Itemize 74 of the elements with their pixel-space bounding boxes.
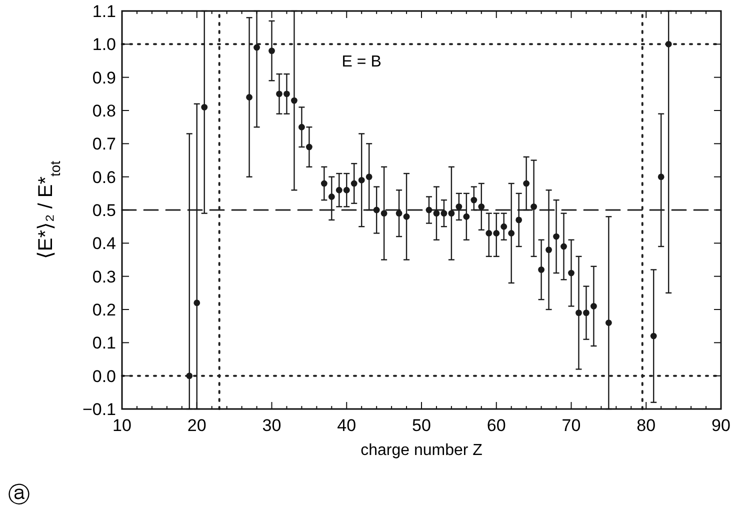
y-tick-label: 0.4	[92, 234, 116, 254]
point	[448, 210, 455, 217]
point	[276, 90, 282, 98]
point	[665, 40, 672, 48]
point	[658, 174, 664, 180]
x-tick-label: 70	[562, 416, 581, 435]
point	[373, 206, 380, 214]
point	[284, 90, 290, 98]
y-tick-label: 0.9	[92, 68, 116, 88]
point	[508, 230, 515, 236]
x-tick-label: 50	[412, 416, 431, 435]
point	[201, 104, 208, 110]
annotation: E = B	[342, 54, 382, 71]
y-tick-label: 0.7	[92, 134, 116, 154]
point	[336, 186, 342, 194]
point	[553, 233, 560, 240]
point	[530, 203, 538, 210]
point	[328, 194, 335, 200]
point	[350, 180, 358, 187]
point	[254, 44, 260, 51]
point	[396, 210, 402, 217]
y-tick-label: 0.3	[92, 267, 116, 286]
y-tick-label: 0.5	[92, 200, 116, 220]
point	[470, 196, 478, 204]
point	[403, 213, 410, 220]
point	[583, 310, 590, 316]
point	[486, 230, 492, 236]
y-tick-label: 0.0	[92, 366, 116, 386]
point	[358, 176, 365, 184]
point	[456, 203, 462, 210]
x-tick-label: 20	[187, 416, 206, 435]
point	[546, 246, 552, 253]
point	[500, 223, 508, 230]
point	[650, 332, 657, 340]
point	[298, 124, 305, 130]
point	[291, 97, 298, 104]
x-tick-label: 60	[486, 416, 506, 435]
x-tick-label: 30	[262, 416, 282, 435]
point	[493, 230, 500, 236]
point	[380, 210, 388, 217]
text: ⓐ	[8, 482, 30, 507]
y-tick-label: 0.6	[92, 168, 116, 187]
point	[440, 210, 448, 217]
point	[523, 180, 530, 187]
point	[268, 48, 275, 54]
y-tick-label: 1.0	[92, 35, 116, 54]
y-tick-label: −0.1	[82, 400, 116, 419]
point	[538, 266, 544, 273]
x-tick-label: 40	[337, 416, 356, 435]
point	[605, 320, 612, 326]
point	[516, 216, 522, 224]
x-tick-label: 90	[712, 416, 730, 435]
y-tick-label: 1.1	[92, 2, 116, 21]
y-tick-label: 0.1	[92, 334, 116, 353]
point	[463, 213, 470, 220]
point	[343, 186, 350, 194]
point	[194, 300, 200, 306]
point	[560, 243, 567, 250]
point	[306, 144, 312, 150]
point	[320, 180, 328, 187]
point	[478, 203, 485, 210]
point	[186, 372, 193, 380]
point	[590, 302, 597, 310]
point	[246, 94, 252, 100]
x-tick-label: 80	[636, 416, 656, 435]
point	[366, 174, 372, 180]
point	[576, 310, 582, 316]
point	[426, 206, 432, 214]
y-tick-label: 0.2	[92, 300, 116, 320]
y-tick-label: 0.8	[92, 101, 116, 120]
x-tick-label: 10	[112, 416, 132, 435]
x-axis-title: charge number Z	[360, 442, 483, 459]
point	[568, 270, 574, 276]
point	[433, 210, 440, 217]
